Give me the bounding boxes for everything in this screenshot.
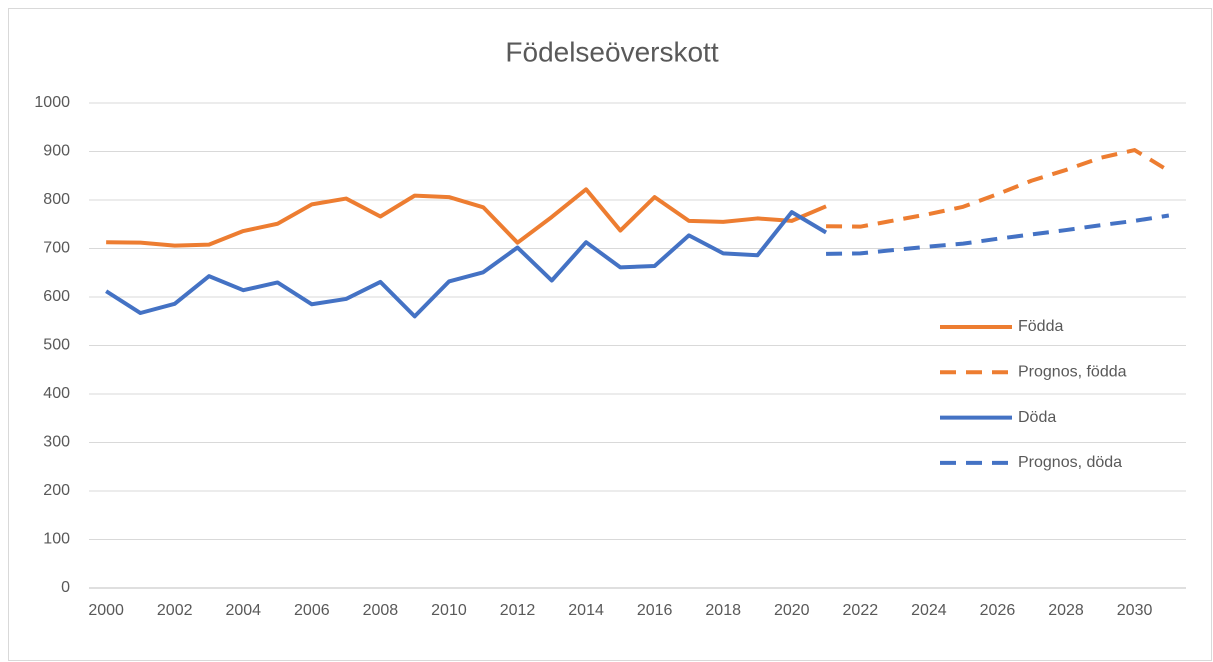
x-tick-label: 2008: [363, 602, 399, 619]
x-tick-label: 2026: [980, 602, 1016, 619]
legend-label: Prognos, döda: [1018, 454, 1122, 471]
series-line: [826, 148, 1170, 229]
legend-label: Prognos, födda: [1018, 364, 1127, 381]
x-tick-label: 2018: [705, 602, 741, 619]
y-tick-label: 400: [43, 385, 70, 402]
legend-label: Döda: [1018, 409, 1056, 426]
chart-title: Födelseöverskott: [505, 36, 718, 67]
series-line: [106, 187, 827, 248]
x-tick-label: 2028: [1048, 602, 1084, 619]
x-tick-label: 2006: [294, 602, 330, 619]
x-tick-label: 2010: [431, 602, 467, 619]
series-line: [826, 213, 1170, 256]
x-tick-label: 2016: [637, 602, 673, 619]
x-tick-label: 2004: [225, 602, 261, 619]
x-tick-label: 2014: [568, 602, 604, 619]
series-line: [105, 210, 828, 319]
y-tick-label: 200: [43, 482, 70, 499]
chart-border: [8, 8, 1212, 661]
x-tick-label: 2012: [500, 602, 536, 619]
y-tick-label: 1000: [34, 94, 70, 111]
legend-label: Födda: [1018, 318, 1063, 335]
x-tick-label: 2000: [88, 602, 124, 619]
y-tick-label: 100: [43, 531, 70, 548]
x-tick-label: 2030: [1117, 602, 1153, 619]
y-tick-label: 500: [43, 337, 70, 354]
y-tick-label: 600: [43, 288, 70, 305]
x-tick-label: 2002: [157, 602, 193, 619]
y-tick-label: 800: [43, 191, 70, 208]
x-tick-label: 2024: [911, 602, 947, 619]
x-tick-label: 2020: [774, 602, 810, 619]
y-tick-label: 700: [43, 240, 70, 257]
y-tick-label: 0: [61, 579, 70, 596]
y-tick-label: 900: [43, 143, 70, 160]
x-tick-label: 2022: [843, 602, 879, 619]
y-tick-label: 300: [43, 434, 70, 451]
